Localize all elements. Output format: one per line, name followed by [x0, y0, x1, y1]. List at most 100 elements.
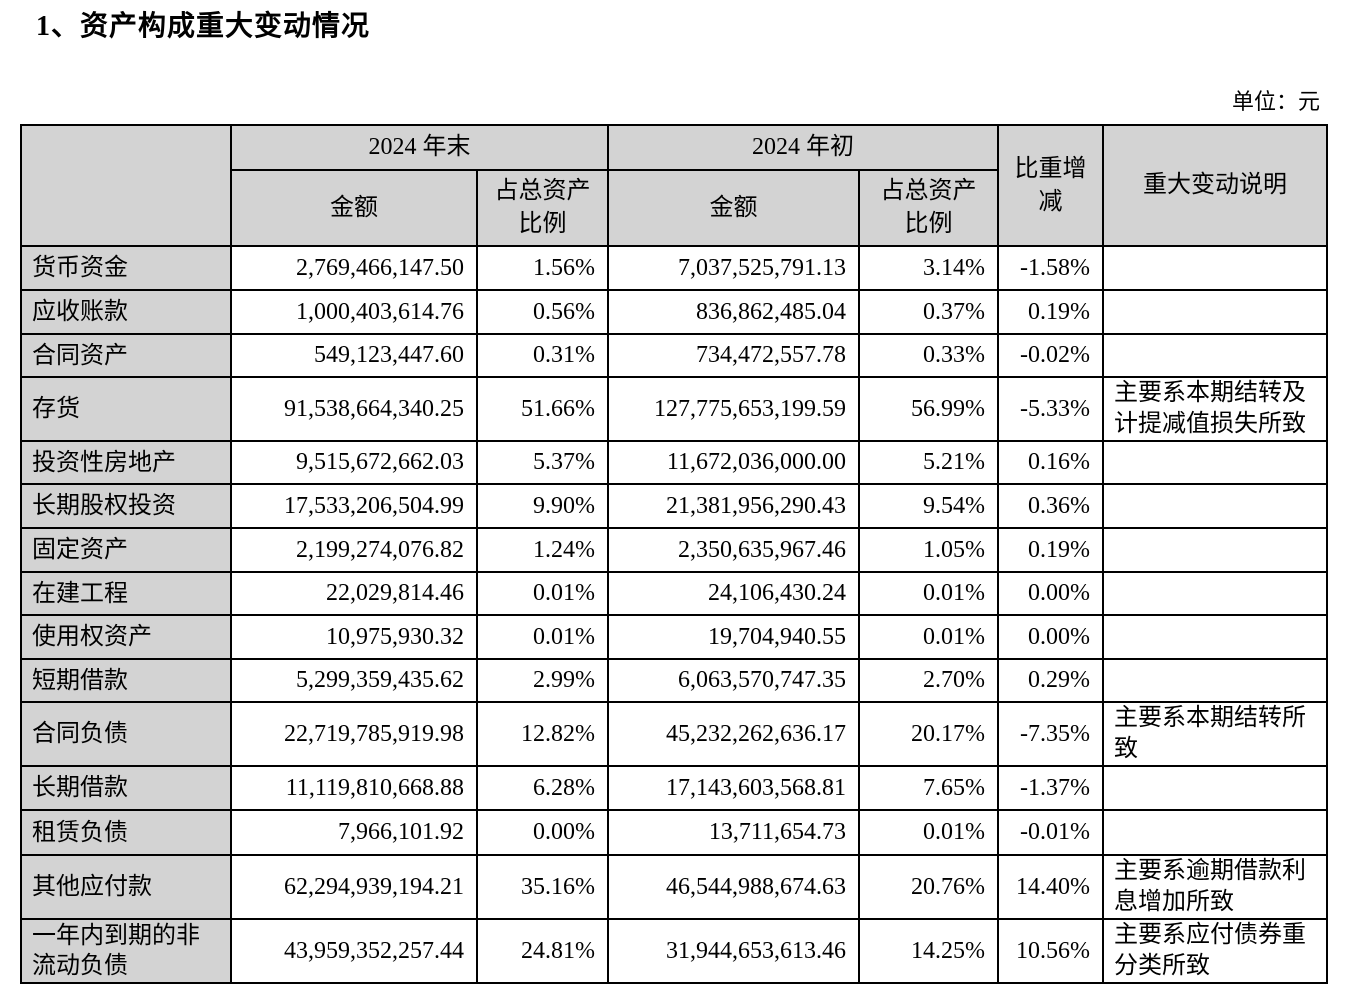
- table-row: 投资性房地产 9,515,672,662.03 5.37% 11,672,036…: [20, 440, 1328, 485]
- begin-amount-cell: 2,350,635,967.46: [607, 527, 860, 573]
- change-note-cell: [1102, 289, 1328, 335]
- end-amount-cell: 2,769,466,147.50: [230, 245, 478, 291]
- table-row: 货币资金 2,769,466,147.50 1.56% 7,037,525,79…: [20, 245, 1328, 291]
- end-amount-cell: 9,515,672,662.03: [230, 440, 478, 485]
- begin-amount-cell: 6,063,570,747.35: [607, 658, 860, 703]
- change-note-cell: 主要系逾期借款利息增加所致: [1102, 854, 1328, 920]
- end-amount-cell: 7,966,101.92: [230, 809, 478, 856]
- change-pct-cell: -5.33%: [997, 376, 1104, 442]
- end-pct-cell: 12.82%: [476, 701, 609, 767]
- begin-amount-cell: 17,143,603,568.81: [607, 765, 860, 811]
- change-header: 比重增减: [997, 124, 1104, 247]
- end-amount-header: 金额: [230, 169, 478, 247]
- begin-pct-cell: 0.01%: [858, 809, 999, 856]
- period-end-header: 2024 年末: [230, 124, 609, 171]
- end-amount-cell: 91,538,664,340.25: [230, 376, 478, 442]
- begin-pct-cell: 9.54%: [858, 483, 999, 529]
- begin-amount-cell: 734,472,557.78: [607, 333, 860, 378]
- begin-pct-cell: 20.17%: [858, 701, 999, 767]
- begin-pct-cell: 0.01%: [858, 571, 999, 616]
- row-label-cell: 合同资产: [20, 333, 232, 378]
- change-pct-cell: 0.16%: [997, 440, 1104, 485]
- row-label-cell: 应收账款: [20, 289, 232, 335]
- change-note-cell: [1102, 527, 1328, 573]
- table-row: 租赁负债 7,966,101.92 0.00% 13,711,654.73 0.…: [20, 809, 1328, 856]
- end-pct-cell: 0.01%: [476, 614, 609, 660]
- change-note-cell: [1102, 809, 1328, 856]
- end-amount-cell: 11,119,810,668.88: [230, 765, 478, 811]
- end-pct-cell: 0.31%: [476, 333, 609, 378]
- end-pct-cell: 0.01%: [476, 571, 609, 616]
- begin-amount-cell: 24,106,430.24: [607, 571, 860, 616]
- change-note-cell: [1102, 483, 1328, 529]
- table-row: 合同资产 549,123,447.60 0.31% 734,472,557.78…: [20, 333, 1328, 378]
- row-label-cell: 合同负债: [20, 701, 232, 767]
- row-label-cell: 租赁负债: [20, 809, 232, 856]
- change-pct-cell: 10.56%: [997, 918, 1104, 984]
- begin-amount-cell: 11,672,036,000.00: [607, 440, 860, 485]
- end-pct-cell: 0.56%: [476, 289, 609, 335]
- begin-amount-header: 金额: [607, 169, 860, 247]
- section-title: 1、资产构成重大变动情况: [36, 11, 371, 42]
- begin-pct-cell: 3.14%: [858, 245, 999, 291]
- row-label-cell: 固定资产: [20, 527, 232, 573]
- change-note-cell: [1102, 333, 1328, 378]
- item-header-cell: [20, 124, 232, 247]
- end-amount-cell: 2,199,274,076.82: [230, 527, 478, 573]
- change-pct-cell: 0.36%: [997, 483, 1104, 529]
- end-pct-cell: 35.16%: [476, 854, 609, 920]
- change-note-cell: 主要系应付债券重分类所致: [1102, 918, 1328, 984]
- header-row-measures: 金额 占总资产比例 金额 占总资产比例: [21, 169, 1327, 247]
- row-label-cell: 货币资金: [20, 245, 232, 291]
- begin-pct-cell: 1.05%: [858, 527, 999, 573]
- change-pct-cell: 0.00%: [997, 614, 1104, 660]
- header-row-periods: 2024 年末 2024 年初 比重增减 重大变动说明: [20, 124, 1328, 247]
- table-row: 使用权资产 10,975,930.32 0.01% 19,704,940.55 …: [20, 614, 1328, 660]
- row-label-cell: 在建工程: [20, 571, 232, 616]
- row-label-cell: 其他应付款: [20, 854, 232, 920]
- begin-amount-cell: 19,704,940.55: [607, 614, 860, 660]
- end-pct-cell: 24.81%: [476, 918, 609, 984]
- change-pct-cell: 0.00%: [997, 571, 1104, 616]
- end-amount-cell: 5,299,359,435.62: [230, 658, 478, 703]
- end-amount-cell: 62,294,939,194.21: [230, 854, 478, 920]
- end-pct-cell: 0.00%: [476, 809, 609, 856]
- change-pct-cell: 14.40%: [997, 854, 1104, 920]
- change-pct-cell: -1.37%: [997, 765, 1104, 811]
- row-label-cell: 长期股权投资: [20, 483, 232, 529]
- change-pct-cell: -0.01%: [997, 809, 1104, 856]
- table-row: 合同负债 22,719,785,919.98 12.82% 45,232,262…: [20, 701, 1328, 767]
- begin-amount-cell: 31,944,653,613.46: [607, 918, 860, 984]
- end-pct-cell: 6.28%: [476, 765, 609, 811]
- asset-composition-table: 2024 年末 2024 年初 比重增减 重大变动说明 金额 占总资产比例 金额…: [20, 124, 1328, 984]
- end-amount-cell: 22,719,785,919.98: [230, 701, 478, 767]
- begin-amount-cell: 45,232,262,636.17: [607, 701, 860, 767]
- end-amount-cell: 17,533,206,504.99: [230, 483, 478, 529]
- change-note-cell: [1102, 765, 1328, 811]
- table-row: 在建工程 22,029,814.46 0.01% 24,106,430.24 0…: [20, 571, 1328, 616]
- begin-amount-cell: 13,711,654.73: [607, 809, 860, 856]
- row-label-cell: 长期借款: [20, 765, 232, 811]
- begin-pct-cell: 20.76%: [858, 854, 999, 920]
- change-note-cell: [1102, 571, 1328, 616]
- row-label-cell: 短期借款: [20, 658, 232, 703]
- end-pct-cell: 5.37%: [476, 440, 609, 485]
- begin-pct-cell: 0.37%: [858, 289, 999, 335]
- change-pct-cell: -7.35%: [997, 701, 1104, 767]
- table-row: 其他应付款 62,294,939,194.21 35.16% 46,544,98…: [20, 854, 1328, 920]
- table-row: 固定资产 2,199,274,076.82 1.24% 2,350,635,96…: [20, 527, 1328, 573]
- end-amount-cell: 43,959,352,257.44: [230, 918, 478, 984]
- change-note-cell: [1102, 245, 1328, 291]
- begin-pct-cell: 56.99%: [858, 376, 999, 442]
- change-pct-cell: -1.58%: [997, 245, 1104, 291]
- end-pct-cell: 2.99%: [476, 658, 609, 703]
- table-row: 短期借款 5,299,359,435.62 2.99% 6,063,570,74…: [20, 658, 1328, 703]
- table-row: 长期股权投资 17,533,206,504.99 9.90% 21,381,95…: [20, 483, 1328, 529]
- end-pct-cell: 1.56%: [476, 245, 609, 291]
- change-pct-cell: 0.29%: [997, 658, 1104, 703]
- begin-pct-cell: 0.33%: [858, 333, 999, 378]
- row-label-cell: 一年内到期的非流动负债: [20, 918, 232, 984]
- table-row: 长期借款 11,119,810,668.88 6.28% 17,143,603,…: [20, 765, 1328, 811]
- end-amount-cell: 22,029,814.46: [230, 571, 478, 616]
- table-row: 一年内到期的非流动负债 43,959,352,257.44 24.81% 31,…: [20, 918, 1328, 984]
